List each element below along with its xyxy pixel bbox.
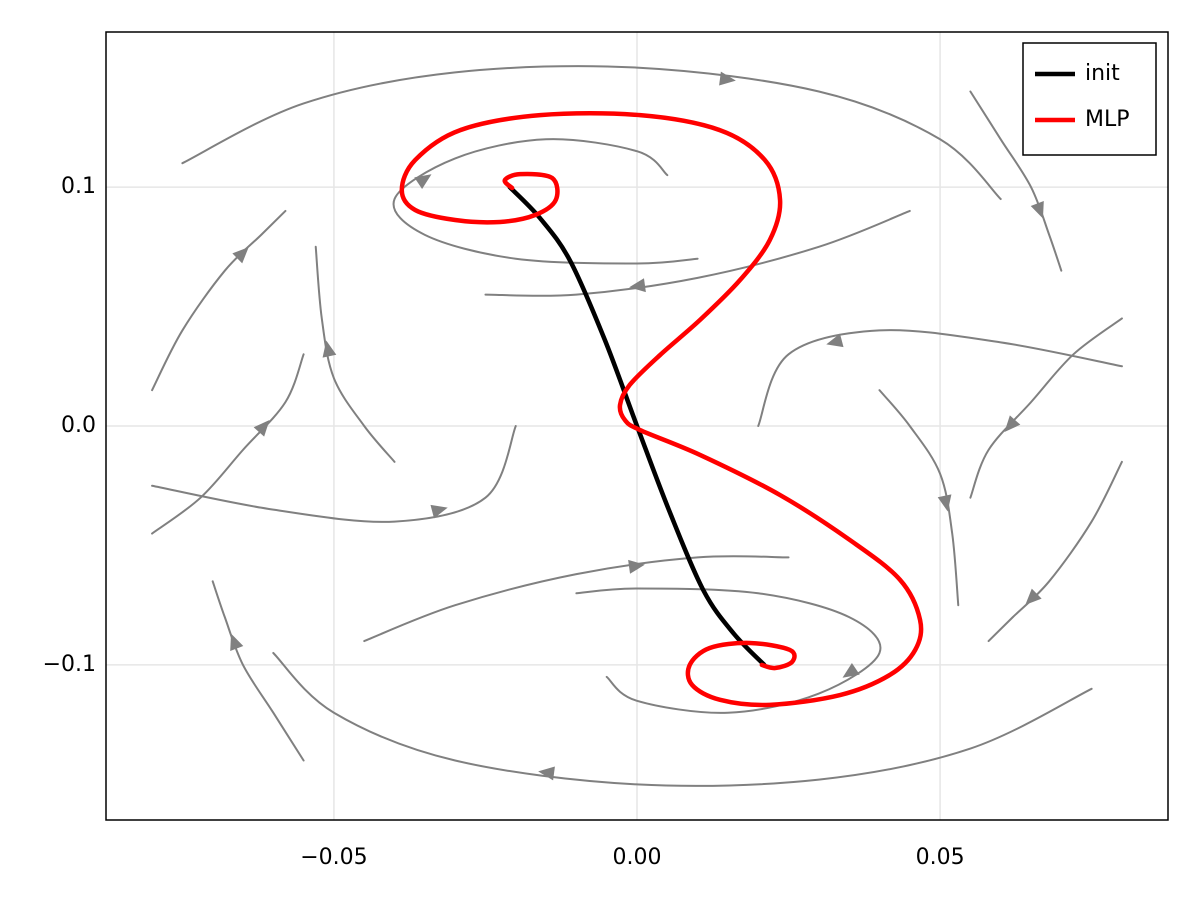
stream-arrow [322, 340, 337, 358]
streamline [757, 329, 1123, 427]
streamline [211, 580, 305, 762]
plot-frame [105, 31, 1169, 821]
streamline [878, 389, 960, 607]
streamline [987, 460, 1123, 643]
streamline [484, 209, 911, 297]
stream-arrow [1004, 415, 1021, 432]
streamline [181, 65, 1002, 201]
legend-label: init [1085, 61, 1120, 86]
stream-arrow [253, 420, 270, 437]
y-tick-label: 0.0 [61, 413, 96, 438]
streamline [151, 209, 287, 392]
streamline [314, 245, 396, 463]
x-tick-label: 0.05 [916, 845, 965, 870]
series-line [399, 111, 924, 708]
stream-arrow [230, 633, 244, 652]
stream-arrow [719, 71, 736, 86]
streamline [151, 425, 517, 523]
x-tick-label: 0.00 [613, 845, 662, 870]
stream-arrow [430, 504, 448, 519]
legend-box [1022, 42, 1157, 156]
streamline [151, 353, 305, 535]
stream-arrow [842, 663, 860, 678]
stream-arrow [826, 333, 844, 348]
streamline [969, 317, 1123, 499]
streamline [575, 587, 882, 714]
streamline [272, 651, 1093, 787]
stream-arrow [414, 174, 432, 189]
stream-arrow [629, 278, 646, 293]
y-tick-label: 0.1 [61, 174, 96, 199]
stream-arrow [1030, 200, 1044, 219]
legend: init MLP [1022, 42, 1157, 156]
stream-arrow [628, 559, 645, 574]
series-line [507, 184, 767, 668]
stream-arrow [232, 247, 249, 264]
streamline [969, 90, 1063, 272]
legend-label: MLP [1085, 107, 1130, 132]
stream-arrow [937, 494, 952, 512]
y-tick-label: −0.1 [43, 652, 96, 677]
stream-arrow [1025, 588, 1042, 605]
x-tick-label: −0.05 [300, 845, 367, 870]
stream-arrow [538, 766, 555, 781]
streamline [392, 138, 699, 265]
streamline [363, 555, 790, 643]
